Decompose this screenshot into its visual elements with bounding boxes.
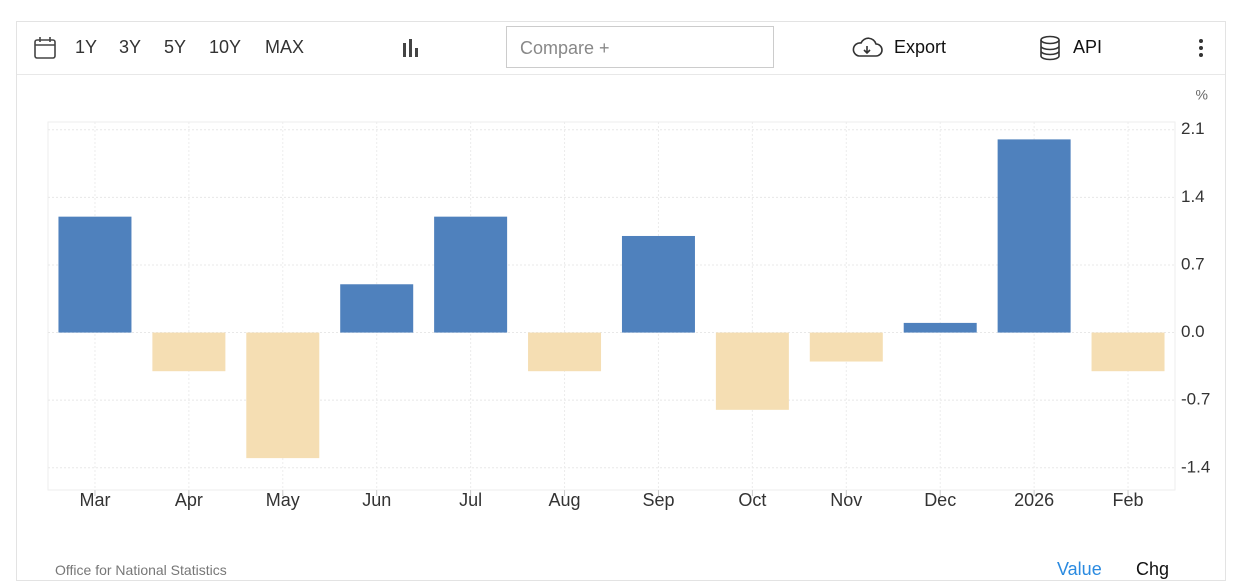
bar <box>809 332 883 362</box>
range-button[interactable]: 5Y <box>164 37 187 57</box>
bar <box>152 332 226 372</box>
compare-input[interactable]: Compare + <box>506 26 774 68</box>
bar <box>621 235 695 333</box>
x-tick-label: 2026 <box>1014 490 1054 510</box>
y-tick-label: -1.4 <box>1181 457 1210 476</box>
x-tick-label: Sep <box>642 490 674 510</box>
x-tick-label: Nov <box>830 490 862 510</box>
y-tick-label: 0.0 <box>1181 322 1205 341</box>
bar <box>246 332 320 459</box>
unit-label: % <box>1196 87 1208 103</box>
x-tick-label: Mar <box>79 490 110 510</box>
y-tick-label: 2.1 <box>1181 119 1205 138</box>
y-tick-label: 1.4 <box>1181 187 1205 206</box>
api-button[interactable]: API <box>1073 37 1103 57</box>
y-tick-label: -0.7 <box>1181 390 1210 409</box>
bar <box>528 332 602 372</box>
x-tick-label: Feb <box>1113 490 1144 510</box>
chart-type-icon[interactable] <box>401 38 421 58</box>
y-tick-label: 0.7 <box>1181 254 1205 273</box>
chart: % 2.1 1.4 0.7 0.0 -0.7 -1.4 Mar Apr May Jun Jul Aug… <box>47 87 1210 510</box>
bar <box>340 284 414 333</box>
bar <box>903 322 977 333</box>
x-tick-label: Oct <box>738 490 766 510</box>
export-button[interactable]: Export <box>894 37 947 57</box>
x-tick-label: May <box>266 490 300 510</box>
source: Office for National Statistics <box>55 562 227 578</box>
menu-icon[interactable] <box>1197 38 1205 60</box>
bar <box>1091 332 1165 372</box>
export-icon[interactable] <box>851 37 883 59</box>
plot-border <box>47 121 1176 491</box>
bar <box>58 216 132 333</box>
range-button[interactable]: 3Y <box>119 37 142 57</box>
chg-toggle[interactable]: Chg <box>1136 559 1170 579</box>
x-tick-label: Dec <box>924 490 956 510</box>
bar <box>715 332 789 410</box>
api-icon[interactable] <box>1039 35 1061 61</box>
x-tick-label: Jun <box>362 490 391 510</box>
x-tick-label: Aug <box>549 490 581 510</box>
x-tick-label: Apr <box>175 490 203 510</box>
bar <box>997 139 1071 333</box>
toolbar: 1Y 3Y 5Y 10Y MAX Compare + Export API <box>17 22 1225 75</box>
range-button[interactable]: 1Y <box>75 37 98 57</box>
value-toggle[interactable]: Value <box>1057 559 1102 579</box>
calendar-icon[interactable] <box>33 36 57 60</box>
bar <box>434 216 508 333</box>
x-tick-label: Jul <box>459 490 482 510</box>
range-button[interactable]: MAX <box>265 37 305 57</box>
range-button[interactable]: 10Y <box>209 37 242 57</box>
